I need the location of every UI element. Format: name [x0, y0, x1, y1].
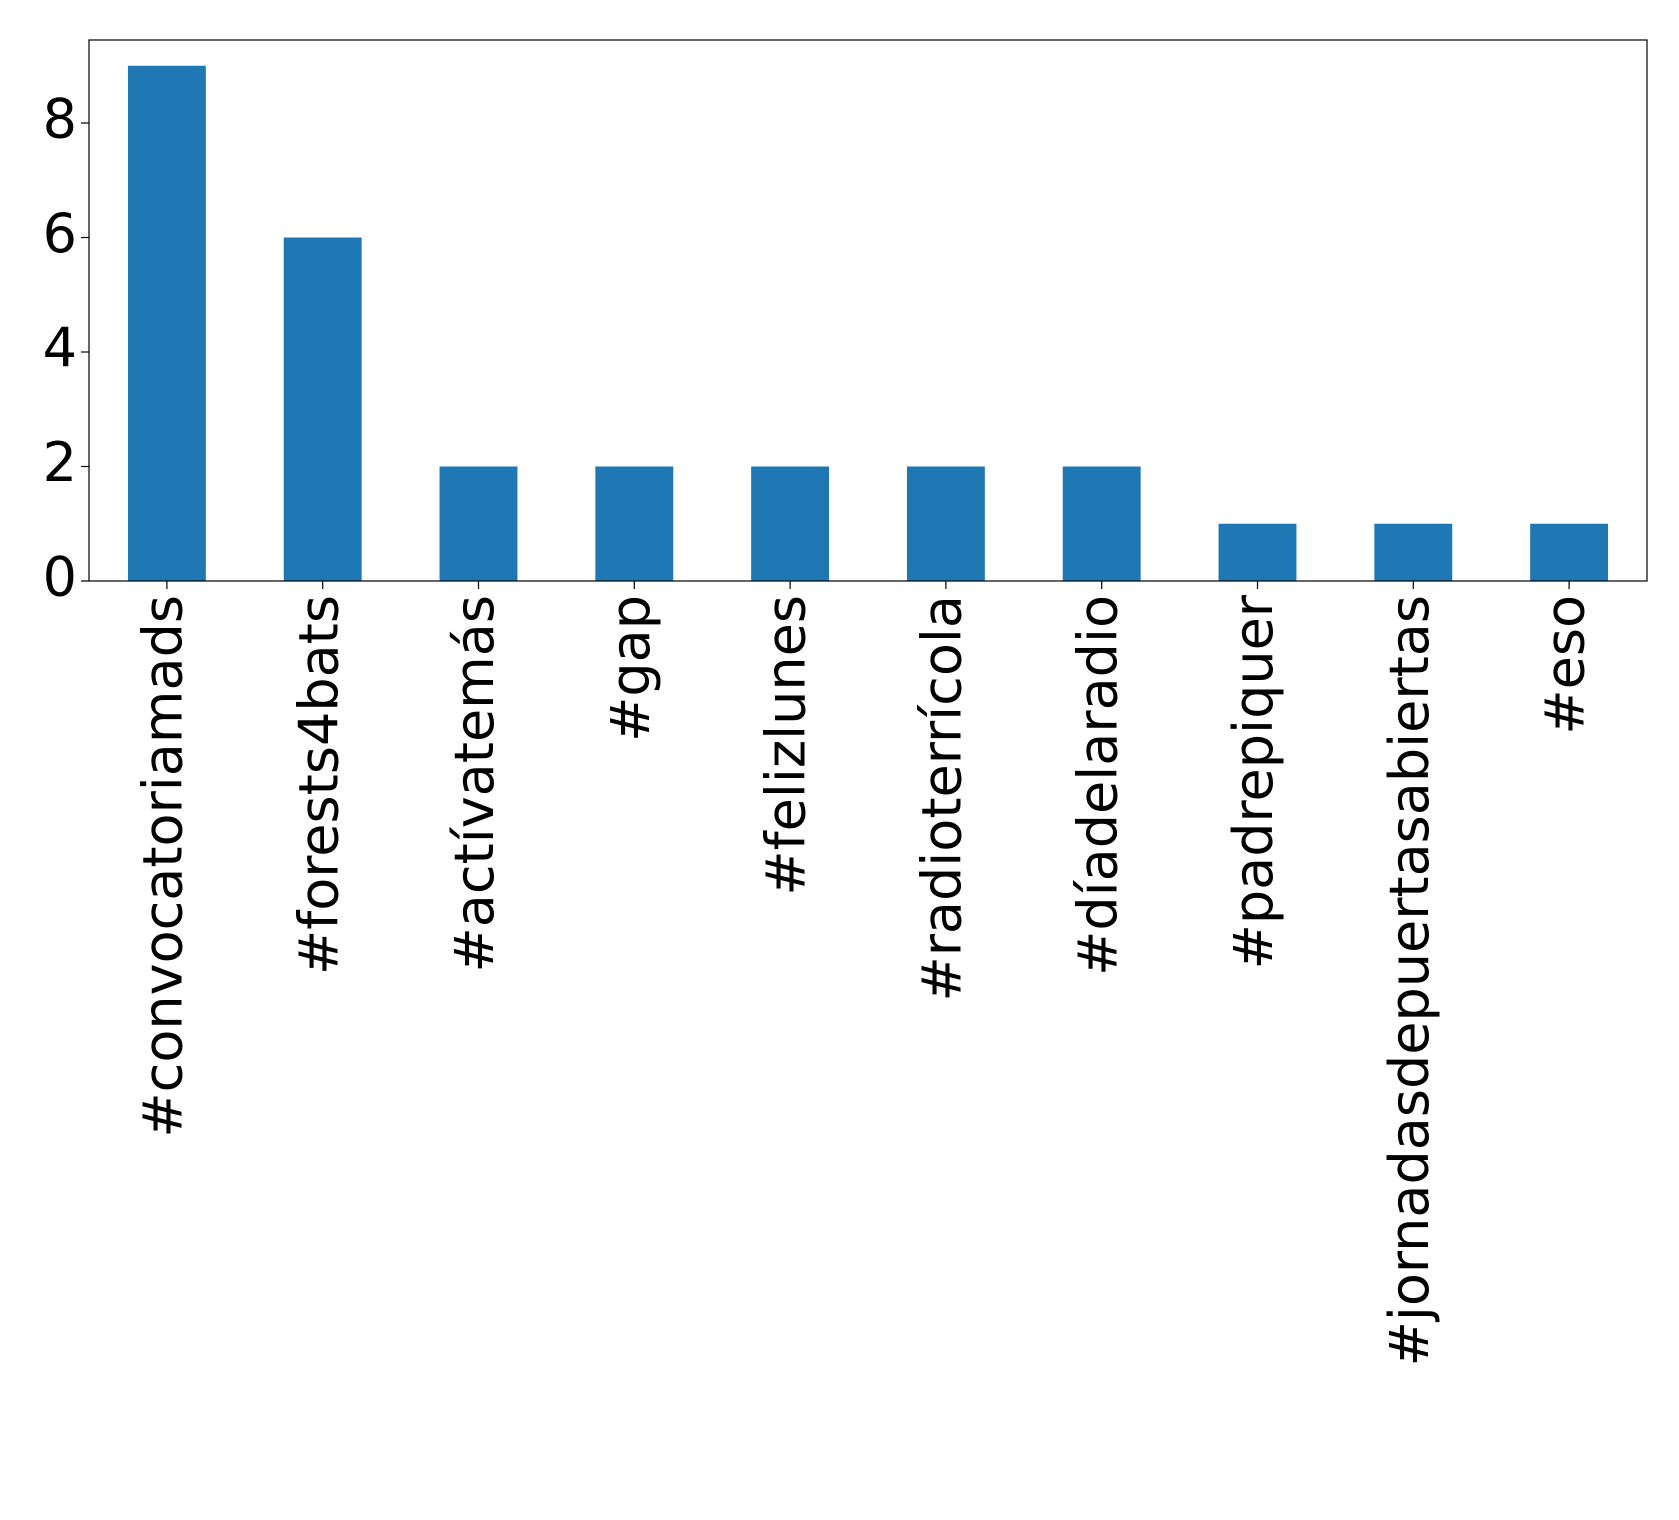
- y-tick-label: 8: [43, 88, 77, 151]
- bar: [751, 466, 830, 581]
- x-tick-label: #gap: [599, 595, 662, 742]
- y-tick-label: 0: [43, 546, 77, 609]
- bar: [1374, 523, 1453, 581]
- bar: [1218, 523, 1297, 581]
- y-tick-label: 4: [43, 317, 77, 380]
- y-tick-label: 2: [43, 431, 77, 494]
- x-tick-label: #jornadasdepuertasabiertas: [1378, 595, 1441, 1366]
- bar: [906, 466, 985, 581]
- x-tick-label: #eso: [1534, 595, 1597, 735]
- bar: [595, 466, 674, 581]
- x-tick-label: #actívatemás: [443, 595, 506, 972]
- bar: [439, 466, 518, 581]
- bar: [1530, 523, 1609, 581]
- x-tick-label: #felizlunes: [755, 595, 818, 896]
- x-tick-label: #padrepiquer: [1222, 594, 1285, 969]
- bar: [283, 237, 362, 581]
- bar: [127, 65, 206, 581]
- bar: [1062, 466, 1141, 581]
- x-tick-label: #díadelaradio: [1066, 595, 1129, 976]
- y-tick-label: 6: [43, 202, 77, 265]
- plot-frame: [88, 39, 1648, 582]
- x-tick-label: #convocatoriamads: [132, 595, 195, 1138]
- x-tick-label: #forests4bats: [287, 595, 350, 975]
- x-tick-label: #radioterrícola: [911, 595, 974, 1002]
